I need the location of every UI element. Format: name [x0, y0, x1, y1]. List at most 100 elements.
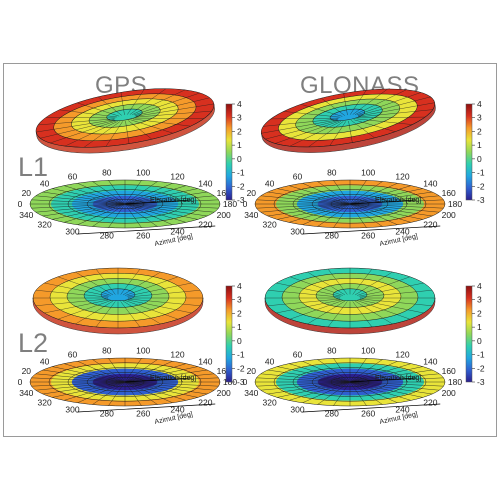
azimuth-tick-label: 120: [395, 171, 409, 181]
azimuth-tick-label: 40: [40, 356, 50, 366]
azimuth-tick-label: 40: [265, 356, 275, 366]
colorbar-tick-label: 3: [477, 113, 482, 123]
azimuth-tick-label: 240: [395, 227, 409, 237]
colorbar-tick-label: -2: [237, 181, 245, 191]
azimuth-tick-label: 200: [217, 210, 231, 220]
azimuth-tick-label: 320: [263, 220, 277, 230]
azimuth-tick-label: 60: [293, 171, 303, 181]
elevation-axis-label: Elevation [deg]: [375, 197, 421, 204]
azimuth-tick-label: 180: [223, 199, 237, 209]
azimuth-tick-label: 160: [217, 188, 231, 198]
colorbar-tick-label: 4: [477, 99, 482, 109]
elevation-axis-label: Elevation [deg]: [375, 375, 421, 382]
colorbar-tick-label: 1: [237, 322, 242, 332]
colorbar-tick-label: 2: [477, 308, 482, 318]
azimuth-tick-label: 320: [38, 398, 52, 408]
colorbar-tick-label: 4: [477, 281, 482, 291]
azimuth-tick-label: 340: [19, 388, 33, 398]
colorbar-tick-label: -1: [477, 168, 485, 178]
elevation-axis-label: Elevation [deg]: [150, 375, 196, 382]
azimuth-tick-label: 80: [327, 346, 337, 356]
azimuth-tick-label: 300: [290, 405, 304, 415]
colorbar-tick-label: 0: [237, 336, 242, 346]
glonass-l2-surface: [264, 267, 436, 335]
colorbar-gps-l2: 4 3 2 1 0 -1 -2 -3: [225, 281, 245, 387]
azimuth-tick-label: 180: [448, 377, 462, 387]
azimuth-tick-label: 220: [423, 398, 437, 408]
azimuth-tick-label: 160: [442, 188, 456, 198]
colorbar-gps-l1: 4 3 2 1 0 -1 -2 -3: [225, 99, 245, 205]
azimuth-tick-label: 60: [293, 349, 303, 359]
azimuth-tick-label: 0: [18, 377, 23, 387]
colorbar-tick-label: 4: [237, 99, 242, 109]
azimuth-tick-label: 260: [136, 409, 150, 419]
azimuth-tick-label: 20: [247, 188, 257, 198]
azimuth-tick-label: 80: [102, 168, 112, 178]
colorbar-tick-label: -2: [477, 181, 485, 191]
azimuth-tick-label: 200: [217, 388, 231, 398]
azimuth-tick-label: 240: [170, 227, 184, 237]
azimuth-tick-label: 160: [442, 366, 456, 376]
colorbar-tick-label: -1: [237, 168, 245, 178]
azimuth-tick-label: 280: [100, 231, 114, 241]
colorbar-tick-label: 0: [477, 154, 482, 164]
azimuth-tick-label: 340: [244, 388, 258, 398]
azimuth-tick-label: 20: [22, 366, 32, 376]
azimuth-tick-label: 180: [448, 199, 462, 209]
azimuth-tick-label: 80: [327, 168, 337, 178]
azimuth-tick-label: 60: [68, 349, 78, 359]
colorbar-tick-label: 0: [477, 336, 482, 346]
colorbar-tick-label: 2: [237, 126, 242, 136]
azimuth-tick-label: 100: [361, 168, 375, 178]
elevation-axis-label: Elevation [deg]: [150, 197, 196, 204]
azimuth-tick-label: 20: [247, 366, 257, 376]
gps-l2-skyplot: 0204060801001201401601802002202402602803…: [18, 346, 238, 426]
azimuth-tick-label: 320: [263, 398, 277, 408]
gps-l1-surface: [35, 88, 215, 154]
colorbar-tick-label: -1: [237, 350, 245, 360]
azimuth-tick-label: 120: [170, 171, 184, 181]
azimuth-tick-label: 0: [243, 199, 248, 209]
azimuth-tick-label: 120: [170, 349, 184, 359]
colorbar-tick-label: -2: [477, 363, 485, 373]
colorbar-tick-label: 4: [237, 281, 242, 291]
colorbar-tick-label: -2: [237, 363, 245, 373]
azimuth-tick-label: 200: [442, 388, 456, 398]
azimuth-tick-label: 260: [361, 409, 375, 419]
colorbar-tick-label: 3: [237, 113, 242, 123]
colorbar-tick-label: 3: [237, 295, 242, 305]
azimuth-tick-label: 40: [40, 178, 50, 188]
azimuth-tick-label: 240: [170, 405, 184, 415]
azimuth-tick-label: 300: [290, 227, 304, 237]
azimuth-tick-label: 320: [38, 220, 52, 230]
azimuth-tick-label: 280: [325, 231, 339, 241]
colorbar-tick-label: -1: [477, 350, 485, 360]
azimuth-tick-label: 260: [136, 231, 150, 241]
azimuth-tick-label: 200: [442, 210, 456, 220]
colorbar-tick-label: -3: [237, 195, 245, 205]
azimuth-tick-label: 140: [423, 178, 437, 188]
colorbar-tick-label: -3: [477, 195, 485, 205]
azimuth-tick-label: 80: [102, 346, 112, 356]
azimuth-tick-label: 100: [136, 168, 150, 178]
azimuth-tick-label: 340: [244, 210, 258, 220]
azimuth-tick-label: 140: [198, 178, 212, 188]
azimuth-tick-label: 220: [198, 398, 212, 408]
colorbar-glonass-l1: 4 3 2 1 0 -1 -2 -3: [465, 99, 485, 205]
gps-l2-surface: [32, 267, 204, 335]
azimuth-tick-label: 220: [423, 220, 437, 230]
azimuth-tick-label: 140: [198, 356, 212, 366]
azimuth-tick-label: 140: [423, 356, 437, 366]
colorbar-tick-label: 3: [477, 295, 482, 305]
colorbar-tick-label: -3: [477, 377, 485, 387]
azimuth-tick-label: 60: [68, 171, 78, 181]
colorbar-tick-label: 2: [477, 126, 482, 136]
azimuth-tick-label: 100: [361, 346, 375, 356]
azimuth-tick-label: 340: [19, 210, 33, 220]
colorbar-tick-label: 1: [477, 322, 482, 332]
colorbar-tick-label: 1: [237, 140, 242, 150]
azimuth-tick-label: 300: [65, 227, 79, 237]
